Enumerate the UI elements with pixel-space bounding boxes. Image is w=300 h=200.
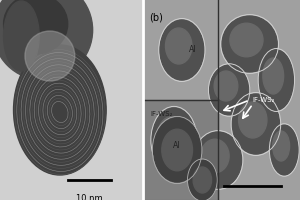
Ellipse shape [0,0,93,80]
Ellipse shape [14,45,106,175]
Ellipse shape [230,23,263,57]
Ellipse shape [209,65,249,115]
Ellipse shape [222,16,277,72]
Ellipse shape [166,28,192,64]
Ellipse shape [263,58,284,94]
Ellipse shape [232,94,280,154]
Ellipse shape [270,125,298,175]
Ellipse shape [273,131,290,161]
Ellipse shape [4,1,39,71]
Text: Al: Al [189,46,197,54]
Ellipse shape [4,0,68,54]
Ellipse shape [154,118,201,182]
Text: (b): (b) [149,12,163,22]
Ellipse shape [193,167,212,193]
Text: IF-WS₂: IF-WS₂ [150,111,173,117]
Ellipse shape [214,71,238,101]
Ellipse shape [201,139,229,173]
Ellipse shape [152,108,196,172]
Ellipse shape [238,102,267,138]
Text: Al: Al [173,142,181,150]
Ellipse shape [194,132,242,188]
Ellipse shape [158,117,184,155]
Text: 10 nm: 10 nm [76,194,103,200]
Ellipse shape [25,31,75,81]
Ellipse shape [160,20,204,80]
Bar [142,100,218,200]
Text: IF-WS₂: IF-WS₂ [253,97,275,103]
Ellipse shape [162,129,193,171]
Ellipse shape [259,50,294,110]
Ellipse shape [188,160,217,200]
